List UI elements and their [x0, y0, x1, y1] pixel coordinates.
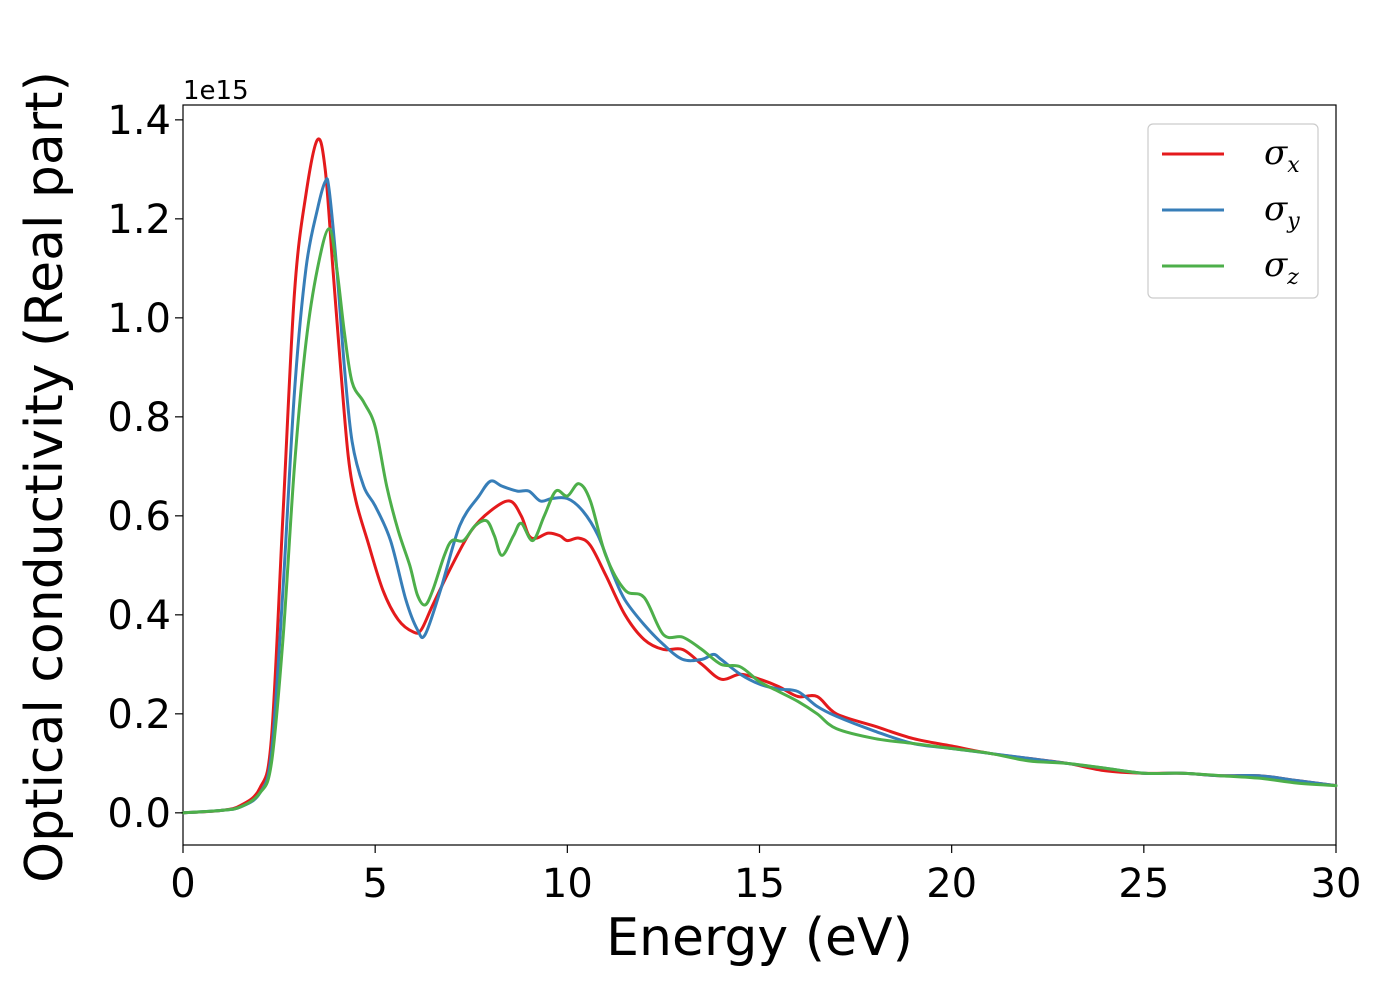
y-axis-label: Optical conductivity (Real part) — [15, 71, 75, 883]
x-tick-label: 0 — [170, 861, 195, 907]
y-axis-offset-label: 1e15 — [183, 76, 249, 106]
y-tick-label: 1.0 — [107, 296, 171, 342]
x-tick-label: 30 — [1311, 861, 1362, 907]
x-axis: 0 5 10 15 20 25 30 — [170, 845, 1361, 907]
y-axis: 0.0 0.2 0.4 0.6 0.8 1.0 1.2 1.4 — [107, 98, 183, 837]
y-tick-label: 0.6 — [107, 494, 171, 540]
series-line-sigma-z — [181, 227, 1338, 815]
y-tick-label: 1.4 — [107, 98, 171, 144]
y-tick-label: 0.4 — [107, 593, 171, 639]
x-tick-label: 10 — [542, 861, 593, 907]
x-tick-label: 5 — [362, 861, 387, 907]
y-tick-label: 0.2 — [107, 692, 171, 738]
legend-box — [1147, 123, 1319, 299]
x-tick-label: 25 — [1118, 861, 1169, 907]
y-tick-label: 0.8 — [107, 395, 171, 441]
series-layer — [181, 137, 1338, 815]
y-tick-label: 0.0 — [107, 791, 171, 837]
x-tick-label: 20 — [926, 861, 977, 907]
legend-label: σy — [1264, 189, 1300, 234]
series-line-sigma-x — [181, 137, 1338, 815]
legend-label: σx — [1264, 133, 1300, 178]
plot-area: 0 5 10 15 20 25 30 0.0 0.2 0.4 0.6 0.8 1.0 1.2 1.4 — [107, 98, 1361, 907]
y-tick-label: 1.2 — [107, 197, 171, 243]
x-tick-label: 15 — [734, 861, 785, 907]
x-axis-label: Energy (eV) — [606, 908, 913, 968]
